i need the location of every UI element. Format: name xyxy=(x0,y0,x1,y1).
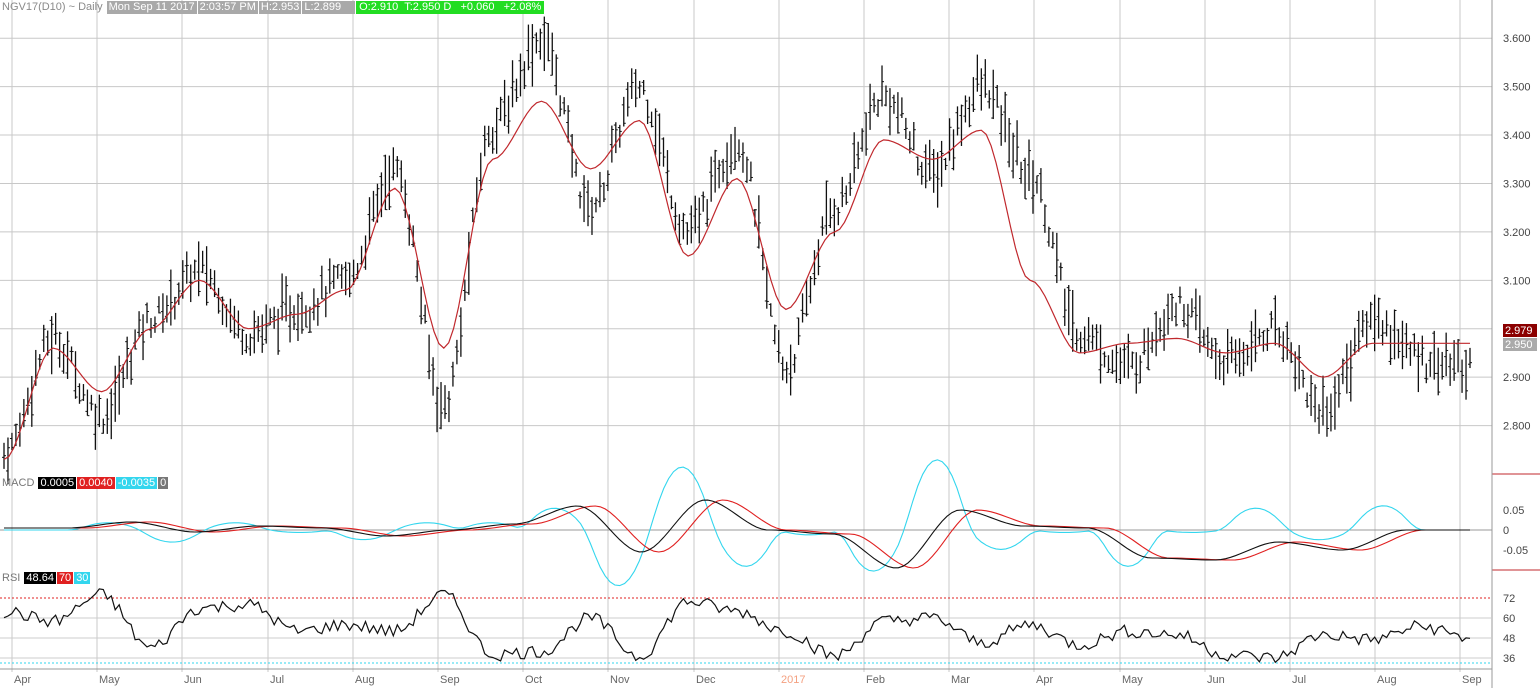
month-tick-label: Jul xyxy=(270,674,284,686)
price-tick-label: 2.900 xyxy=(1503,372,1531,384)
ma-price-tag-label: 2.979 xyxy=(1505,325,1533,337)
macd-lines xyxy=(4,459,1470,587)
price-tags: 2.979 2.950 xyxy=(1503,324,1537,351)
rsi-tick-label: 72 xyxy=(1503,593,1515,605)
macd-hist-badge: -0.0035 xyxy=(115,477,158,489)
time-badge: 2:03:57 PM xyxy=(197,0,258,14)
macd-tick-label: 0.05 xyxy=(1503,505,1524,517)
rsi-line xyxy=(3,588,1471,664)
price-bars xyxy=(2,16,1472,485)
month-tick-label: Mar xyxy=(951,674,970,686)
price-tick-label: 3.100 xyxy=(1503,275,1531,287)
month-tick-label: Oct xyxy=(525,674,542,686)
macd-signal-badge: 0.0040 xyxy=(77,477,115,489)
rsi-value-badge: 48.64 xyxy=(24,572,56,584)
datetime-badge: Mon Sep 11 2017 xyxy=(106,0,197,14)
macd-value-badge: 0.0005 xyxy=(38,477,77,489)
month-tick-label: Aug xyxy=(1377,674,1397,686)
rsi-legend: RSI 48.64 70 30 xyxy=(2,572,91,584)
macd-tick-label: 0 xyxy=(1503,525,1509,537)
macd-legend: MACD 0.0005 0.0040 -0.0035 0 xyxy=(2,477,169,489)
price-tick-label: 2.800 xyxy=(1503,421,1531,433)
ma-price-tag xyxy=(1503,324,1537,337)
month-tick-label: May xyxy=(99,674,120,686)
rsi-tick-label: 60 xyxy=(1503,613,1515,625)
macd-zero-badge: 0 xyxy=(158,477,169,489)
close-price-tag-label: 2.950 xyxy=(1505,339,1533,351)
symbol-label: NGV17(D10) ~ Daily xyxy=(2,0,103,13)
price-tick-label: 3.400 xyxy=(1503,130,1531,142)
rsi-label: RSI xyxy=(2,572,21,584)
month-tick-label: Feb xyxy=(866,674,885,686)
month-tick-label: Jul xyxy=(1292,674,1306,686)
month-tick-label: Aug xyxy=(355,674,375,686)
month-tick-label: Jun xyxy=(1207,674,1225,686)
high-badge: H:2.953 xyxy=(258,0,302,14)
macd-label: MACD xyxy=(2,477,35,489)
month-tick-label: Sep xyxy=(1462,674,1482,686)
month-tick-label: Apr xyxy=(14,674,31,686)
change-badge: T:2.950 D +0.060 +2.08% xyxy=(401,0,545,14)
macd-line xyxy=(4,499,1470,569)
month-tick-label: Jun xyxy=(184,674,202,686)
month-tick-label: Sep xyxy=(440,674,460,686)
close-price-tag xyxy=(1503,338,1537,351)
month-tick-label: May xyxy=(1122,674,1143,686)
price-tick-label: 3.300 xyxy=(1503,178,1531,190)
rsi-tick-label: 36 xyxy=(1503,653,1515,665)
price-tick-label: 3.200 xyxy=(1503,227,1531,239)
macd-signal-line xyxy=(4,499,1470,569)
month-tick-label: 2017 xyxy=(781,674,805,686)
rsi-lower-badge: 30 xyxy=(74,572,91,584)
moving-average-line xyxy=(3,100,1470,461)
macd-tick-label: -0.05 xyxy=(1503,545,1528,557)
month-tick-label: Apr xyxy=(1036,674,1053,686)
chart-header: NGV17(D10) ~ Daily Mon Sep 11 2017 2:03:… xyxy=(2,0,545,14)
open-badge: O:2.910 xyxy=(356,0,402,14)
rsi-tick-label: 48 xyxy=(1503,633,1515,645)
rsi-upper-badge: 70 xyxy=(56,572,74,584)
month-tick-label: Nov xyxy=(610,674,630,686)
chart-axes: Apr May Jun Jul Aug Sep Oct Nov Dec 2017 Feb Mar Apr… xyxy=(14,33,1531,686)
macd-histogram-line xyxy=(4,459,1470,587)
price-tick-label: 3.600 xyxy=(1503,33,1531,45)
price-tick-label: 3.500 xyxy=(1503,82,1531,94)
month-tick-label: Dec xyxy=(696,674,716,686)
low-badge: L:2.899 xyxy=(302,0,356,14)
